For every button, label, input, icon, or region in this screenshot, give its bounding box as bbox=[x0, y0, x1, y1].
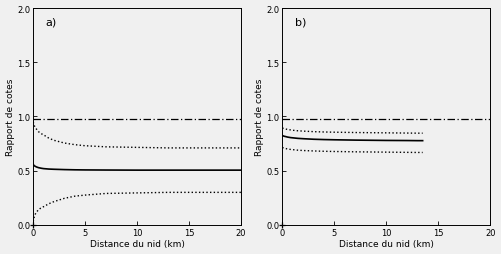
Text: b): b) bbox=[295, 18, 306, 28]
X-axis label: Distance du nid (km): Distance du nid (km) bbox=[339, 240, 434, 248]
Y-axis label: Rapport de cotes: Rapport de cotes bbox=[6, 78, 15, 155]
Y-axis label: Rapport de cotes: Rapport de cotes bbox=[255, 78, 264, 155]
X-axis label: Distance du nid (km): Distance du nid (km) bbox=[90, 240, 184, 248]
Text: a): a) bbox=[46, 18, 57, 28]
